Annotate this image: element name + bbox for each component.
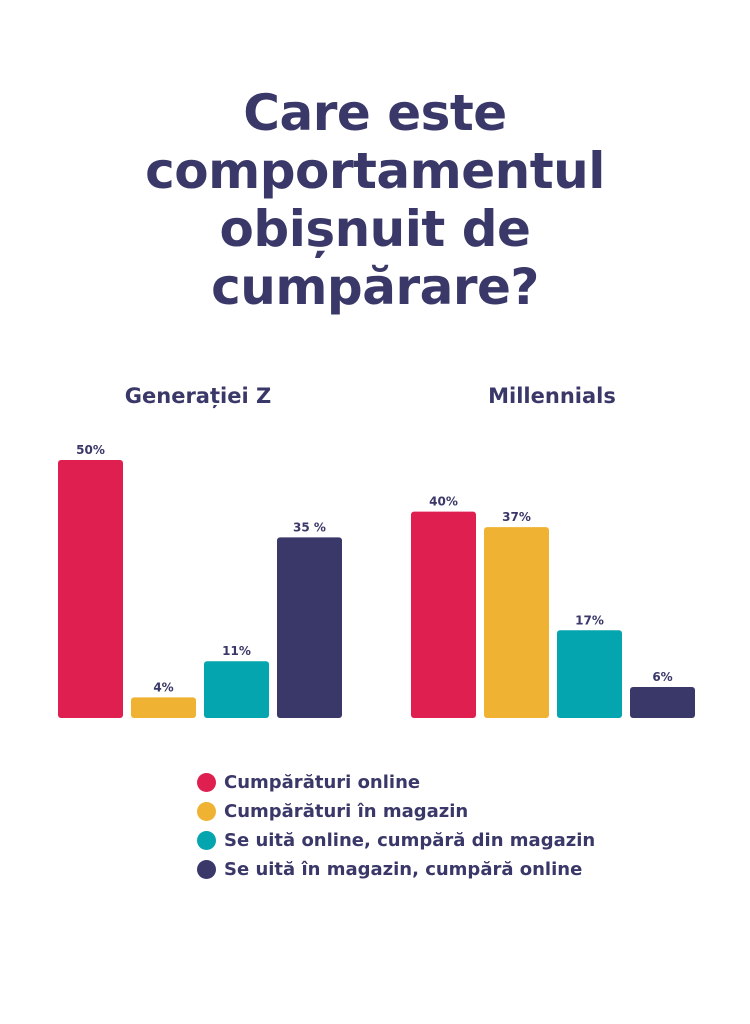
group-title: Millennials	[488, 384, 616, 408]
legend-label: Se uită în magazin, cumpără online	[224, 859, 583, 880]
title-line-1: Care este	[243, 84, 507, 142]
bar	[557, 630, 622, 718]
bar	[630, 687, 695, 718]
bar-value-label: 50%	[76, 443, 105, 457]
title-line-4: cumpărare?	[211, 258, 539, 316]
bar	[484, 527, 549, 718]
bar-value-label: 17%	[575, 613, 604, 627]
bar-value-label: 11%	[222, 644, 251, 658]
legend-item: Se uită în magazin, cumpără online	[197, 855, 717, 884]
bar	[277, 537, 342, 718]
legend-label: Se uită online, cumpără din magazin	[224, 830, 596, 851]
legend-marker	[197, 802, 216, 821]
title-line-3: obișnuit de	[219, 200, 531, 258]
bar-value-label: 40%	[429, 495, 458, 509]
legend-marker	[197, 860, 216, 879]
bar	[131, 697, 196, 718]
legend-marker	[197, 773, 216, 792]
legend-label: Cumpărături online	[224, 772, 421, 793]
legend: Cumpărături online Cumpărături în magazi…	[197, 768, 717, 884]
bar	[58, 460, 123, 718]
bar-value-label: 6%	[652, 670, 672, 684]
bar-value-label: 35 %	[293, 520, 326, 534]
legend-marker	[197, 831, 216, 850]
bar	[204, 661, 269, 718]
legend-label: Cumpărături în magazin	[224, 801, 469, 822]
legend-item: Cumpărături în magazin	[197, 797, 717, 826]
title-line-2: comportamentul	[145, 142, 605, 200]
legend-item: Cumpărături online	[197, 768, 717, 797]
bar	[411, 511, 476, 718]
bar-value-label: 4%	[153, 680, 173, 694]
bar-value-label: 37%	[502, 510, 531, 524]
legend-item: Se uită online, cumpără din magazin	[197, 826, 717, 855]
group-title: Generației Z	[125, 384, 271, 409]
page-title: Care este comportamentul obișnuit de cum…	[0, 84, 750, 316]
